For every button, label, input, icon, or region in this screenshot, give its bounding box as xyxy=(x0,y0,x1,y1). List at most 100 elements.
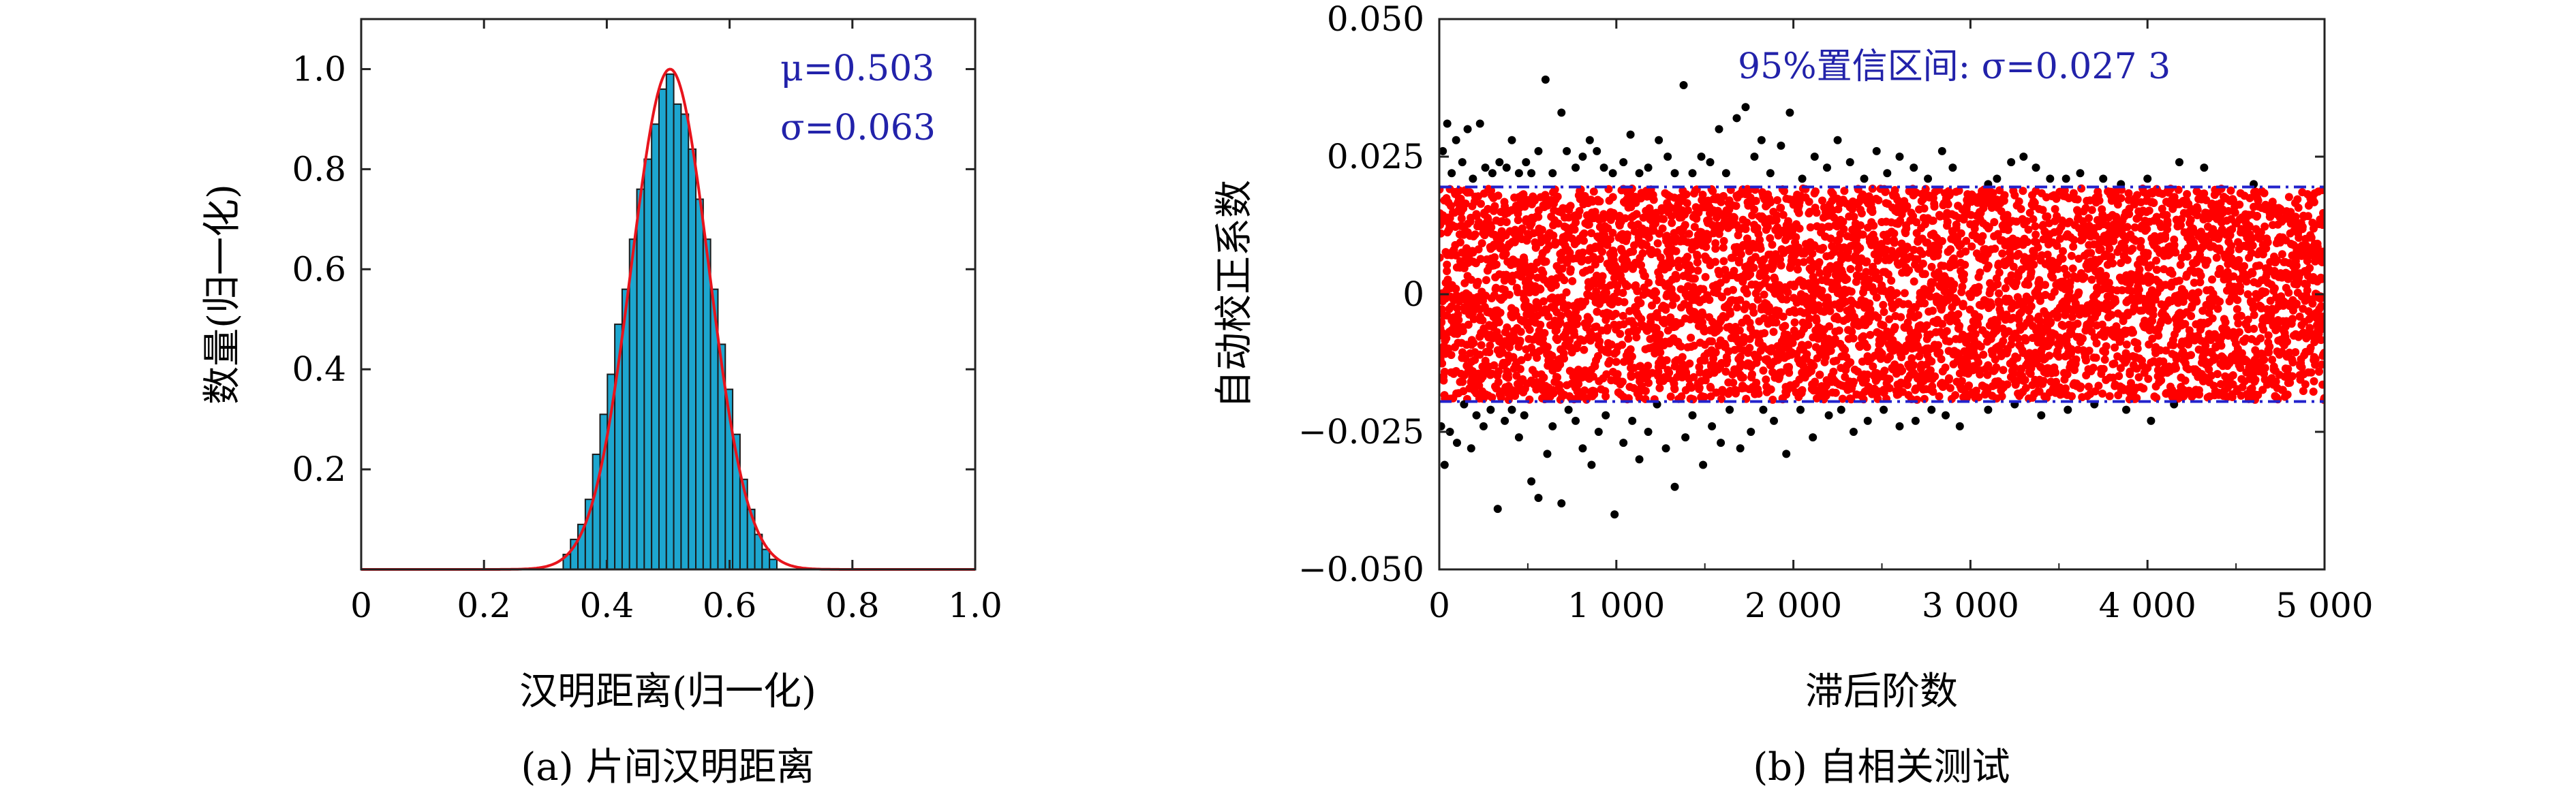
autocorrelation-point xyxy=(2001,284,2010,293)
autocorrelation-point xyxy=(2213,370,2222,379)
autocorrelation-point xyxy=(2027,302,2036,311)
autocorrelation-point xyxy=(1540,329,1549,337)
autocorrelation-point xyxy=(1785,362,1793,371)
autocorrelation-point xyxy=(1715,270,1723,279)
autocorrelation-point xyxy=(2053,313,2061,322)
autocorrelation-point xyxy=(2003,380,2012,389)
autocorrelation-point xyxy=(1660,319,1669,328)
autocorrelation-point xyxy=(1938,319,1947,328)
autocorrelation-point xyxy=(2248,269,2257,278)
autocorrelation-point xyxy=(1708,187,1717,195)
autocorrelation-point xyxy=(2260,222,2269,231)
autocorrelation-point xyxy=(2256,334,2265,343)
autocorrelation-point xyxy=(2278,250,2286,259)
histogram-bar xyxy=(702,238,711,569)
autocorrelation-point xyxy=(1452,285,1460,293)
autocorrelation-point xyxy=(1661,305,1670,314)
autocorrelation-point xyxy=(1818,286,1826,295)
autocorrelation-point xyxy=(1744,186,1753,195)
autocorrelation-point xyxy=(1943,217,1952,226)
autocorrelation-point xyxy=(2100,356,2109,364)
autocorrelation-point xyxy=(1930,202,1939,211)
autocorrelation-point xyxy=(2261,287,2270,296)
autocorrelation-point xyxy=(1555,381,1564,389)
autocorrelation-point xyxy=(2102,342,2111,351)
autocorrelation-point xyxy=(1683,253,1692,261)
autocorrelation-point xyxy=(1777,368,1785,377)
autocorrelation-point xyxy=(1700,392,1708,401)
autocorrelation-point xyxy=(1749,264,1758,272)
autocorrelation-point xyxy=(2007,271,2016,280)
autocorrelation-point xyxy=(1794,243,1803,252)
autocorrelation-point xyxy=(1955,321,1964,330)
autocorrelation-point xyxy=(2251,375,2260,384)
autocorrelation-point xyxy=(2136,236,2145,245)
autocorrelation-point xyxy=(1995,268,2004,277)
autocorrelation-point xyxy=(1640,272,1649,281)
autocorrelation-point xyxy=(1856,221,1865,230)
autocorrelation-point xyxy=(1812,316,1821,325)
autocorrelation-point xyxy=(1573,319,1581,328)
autocorrelation-point xyxy=(2000,191,2009,200)
autocorrelation-point xyxy=(2089,364,2098,372)
autocorrelation-point xyxy=(1570,225,1579,234)
autocorrelation-point xyxy=(1774,307,1783,315)
autocorrelation-point xyxy=(2260,189,2269,198)
autocorrelation-point xyxy=(2145,206,2153,215)
autocorrelation-point xyxy=(1971,330,1980,339)
autocorrelation-point xyxy=(1736,296,1745,304)
autocorrelation-point xyxy=(2105,392,2114,400)
autocorrelation-point xyxy=(1991,245,1999,253)
autocorrelation-point xyxy=(1618,377,1627,386)
autocorrelation-point xyxy=(1518,224,1527,233)
autocorrelation-point xyxy=(2082,356,2090,365)
autocorrelation-point xyxy=(1467,275,1475,284)
autocorrelation-point xyxy=(1516,328,1525,336)
autocorrelation-point xyxy=(1759,366,1768,375)
autocorrelation-point xyxy=(1950,280,1959,289)
autocorrelation-point xyxy=(1862,257,1871,266)
autocorrelation-point xyxy=(1619,289,1627,297)
autocorrelation-point xyxy=(2253,212,2262,220)
autocorrelation-point xyxy=(1805,198,1813,206)
autocorrelation-point xyxy=(1653,239,1662,248)
autocorrelation-point xyxy=(2157,376,2166,385)
autocorrelation-point xyxy=(1918,249,1927,258)
autocorrelation-point xyxy=(1748,370,1756,379)
autocorrelation-point xyxy=(2250,311,2258,319)
autocorrelation-point xyxy=(1959,300,1967,309)
autocorrelation-point xyxy=(1941,363,1950,372)
autocorrelation-point xyxy=(1693,252,1702,261)
autocorrelation-point xyxy=(2094,381,2103,390)
autocorrelation-point xyxy=(1667,285,1676,294)
autocorrelation-point xyxy=(1931,372,1939,381)
autocorrelation-point xyxy=(1527,271,1535,280)
autocorrelation-point xyxy=(2031,222,2040,231)
histogram-bar xyxy=(695,198,704,569)
autocorrelation-point xyxy=(1804,321,1813,330)
autocorrelation-point xyxy=(1476,255,1485,264)
autocorrelation-point xyxy=(1856,244,1865,253)
autocorrelation-point xyxy=(1652,296,1661,304)
autocorrelation-point xyxy=(1840,187,1849,195)
autocorrelation-point xyxy=(1626,345,1635,354)
autocorrelation-point xyxy=(2029,215,2038,223)
autocorrelation-point xyxy=(2248,241,2257,250)
histogram-caption: (a) 片间汉明距离 xyxy=(521,745,815,789)
autocorrelation-point xyxy=(1667,204,1675,213)
autocorrelation-point xyxy=(1534,302,1542,311)
autocorrelation-point xyxy=(1652,324,1661,333)
autocorrelation-point xyxy=(1910,361,1918,369)
autocorrelation-point xyxy=(1736,250,1745,259)
autocorrelation-point xyxy=(2104,279,2113,287)
autocorrelation-point xyxy=(1477,341,1486,349)
autocorrelation-point xyxy=(1788,339,1797,347)
autocorrelation-point xyxy=(1611,309,1620,318)
autocorrelation-point xyxy=(2217,341,2226,350)
autocorrelation-point xyxy=(1766,385,1775,394)
autocorrelation-point xyxy=(1745,343,1754,352)
autocorrelation-point xyxy=(1687,333,1696,342)
autocorrelation-point xyxy=(1902,224,1911,233)
autocorrelation-point xyxy=(1711,257,1719,266)
autocorrelation-point xyxy=(1458,327,1467,336)
